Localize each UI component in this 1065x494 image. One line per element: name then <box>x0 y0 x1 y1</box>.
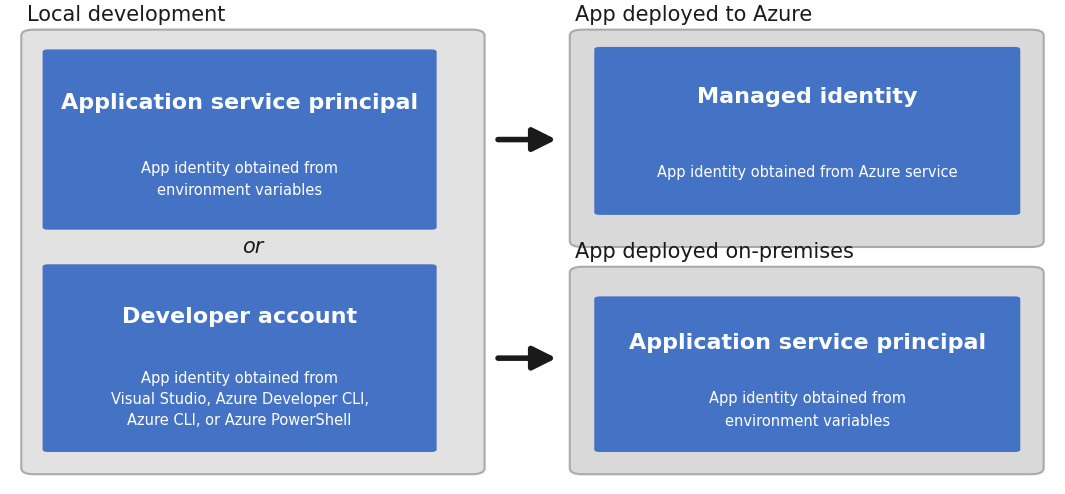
Text: Local development: Local development <box>27 5 225 25</box>
Text: App identity obtained from
environment variables: App identity obtained from environment v… <box>709 391 905 429</box>
Text: Application service principal: Application service principal <box>628 333 986 353</box>
Text: App identity obtained from
environment variables: App identity obtained from environment v… <box>142 161 338 198</box>
Text: App identity obtained from
Visual Studio, Azure Developer CLI,
Azure CLI, or Azu: App identity obtained from Visual Studio… <box>111 371 368 428</box>
Text: Managed identity: Managed identity <box>697 87 918 107</box>
FancyBboxPatch shape <box>43 49 437 230</box>
Text: App identity obtained from Azure service: App identity obtained from Azure service <box>657 165 957 180</box>
FancyBboxPatch shape <box>594 47 1020 215</box>
Text: or: or <box>242 237 264 257</box>
Text: Developer account: Developer account <box>122 307 357 327</box>
FancyBboxPatch shape <box>594 296 1020 452</box>
Text: Application service principal: Application service principal <box>61 93 419 114</box>
FancyBboxPatch shape <box>570 30 1044 247</box>
FancyBboxPatch shape <box>43 264 437 452</box>
Text: App deployed on-premises: App deployed on-premises <box>575 242 854 262</box>
FancyBboxPatch shape <box>21 30 485 474</box>
FancyBboxPatch shape <box>570 267 1044 474</box>
Text: App deployed to Azure: App deployed to Azure <box>575 5 813 25</box>
